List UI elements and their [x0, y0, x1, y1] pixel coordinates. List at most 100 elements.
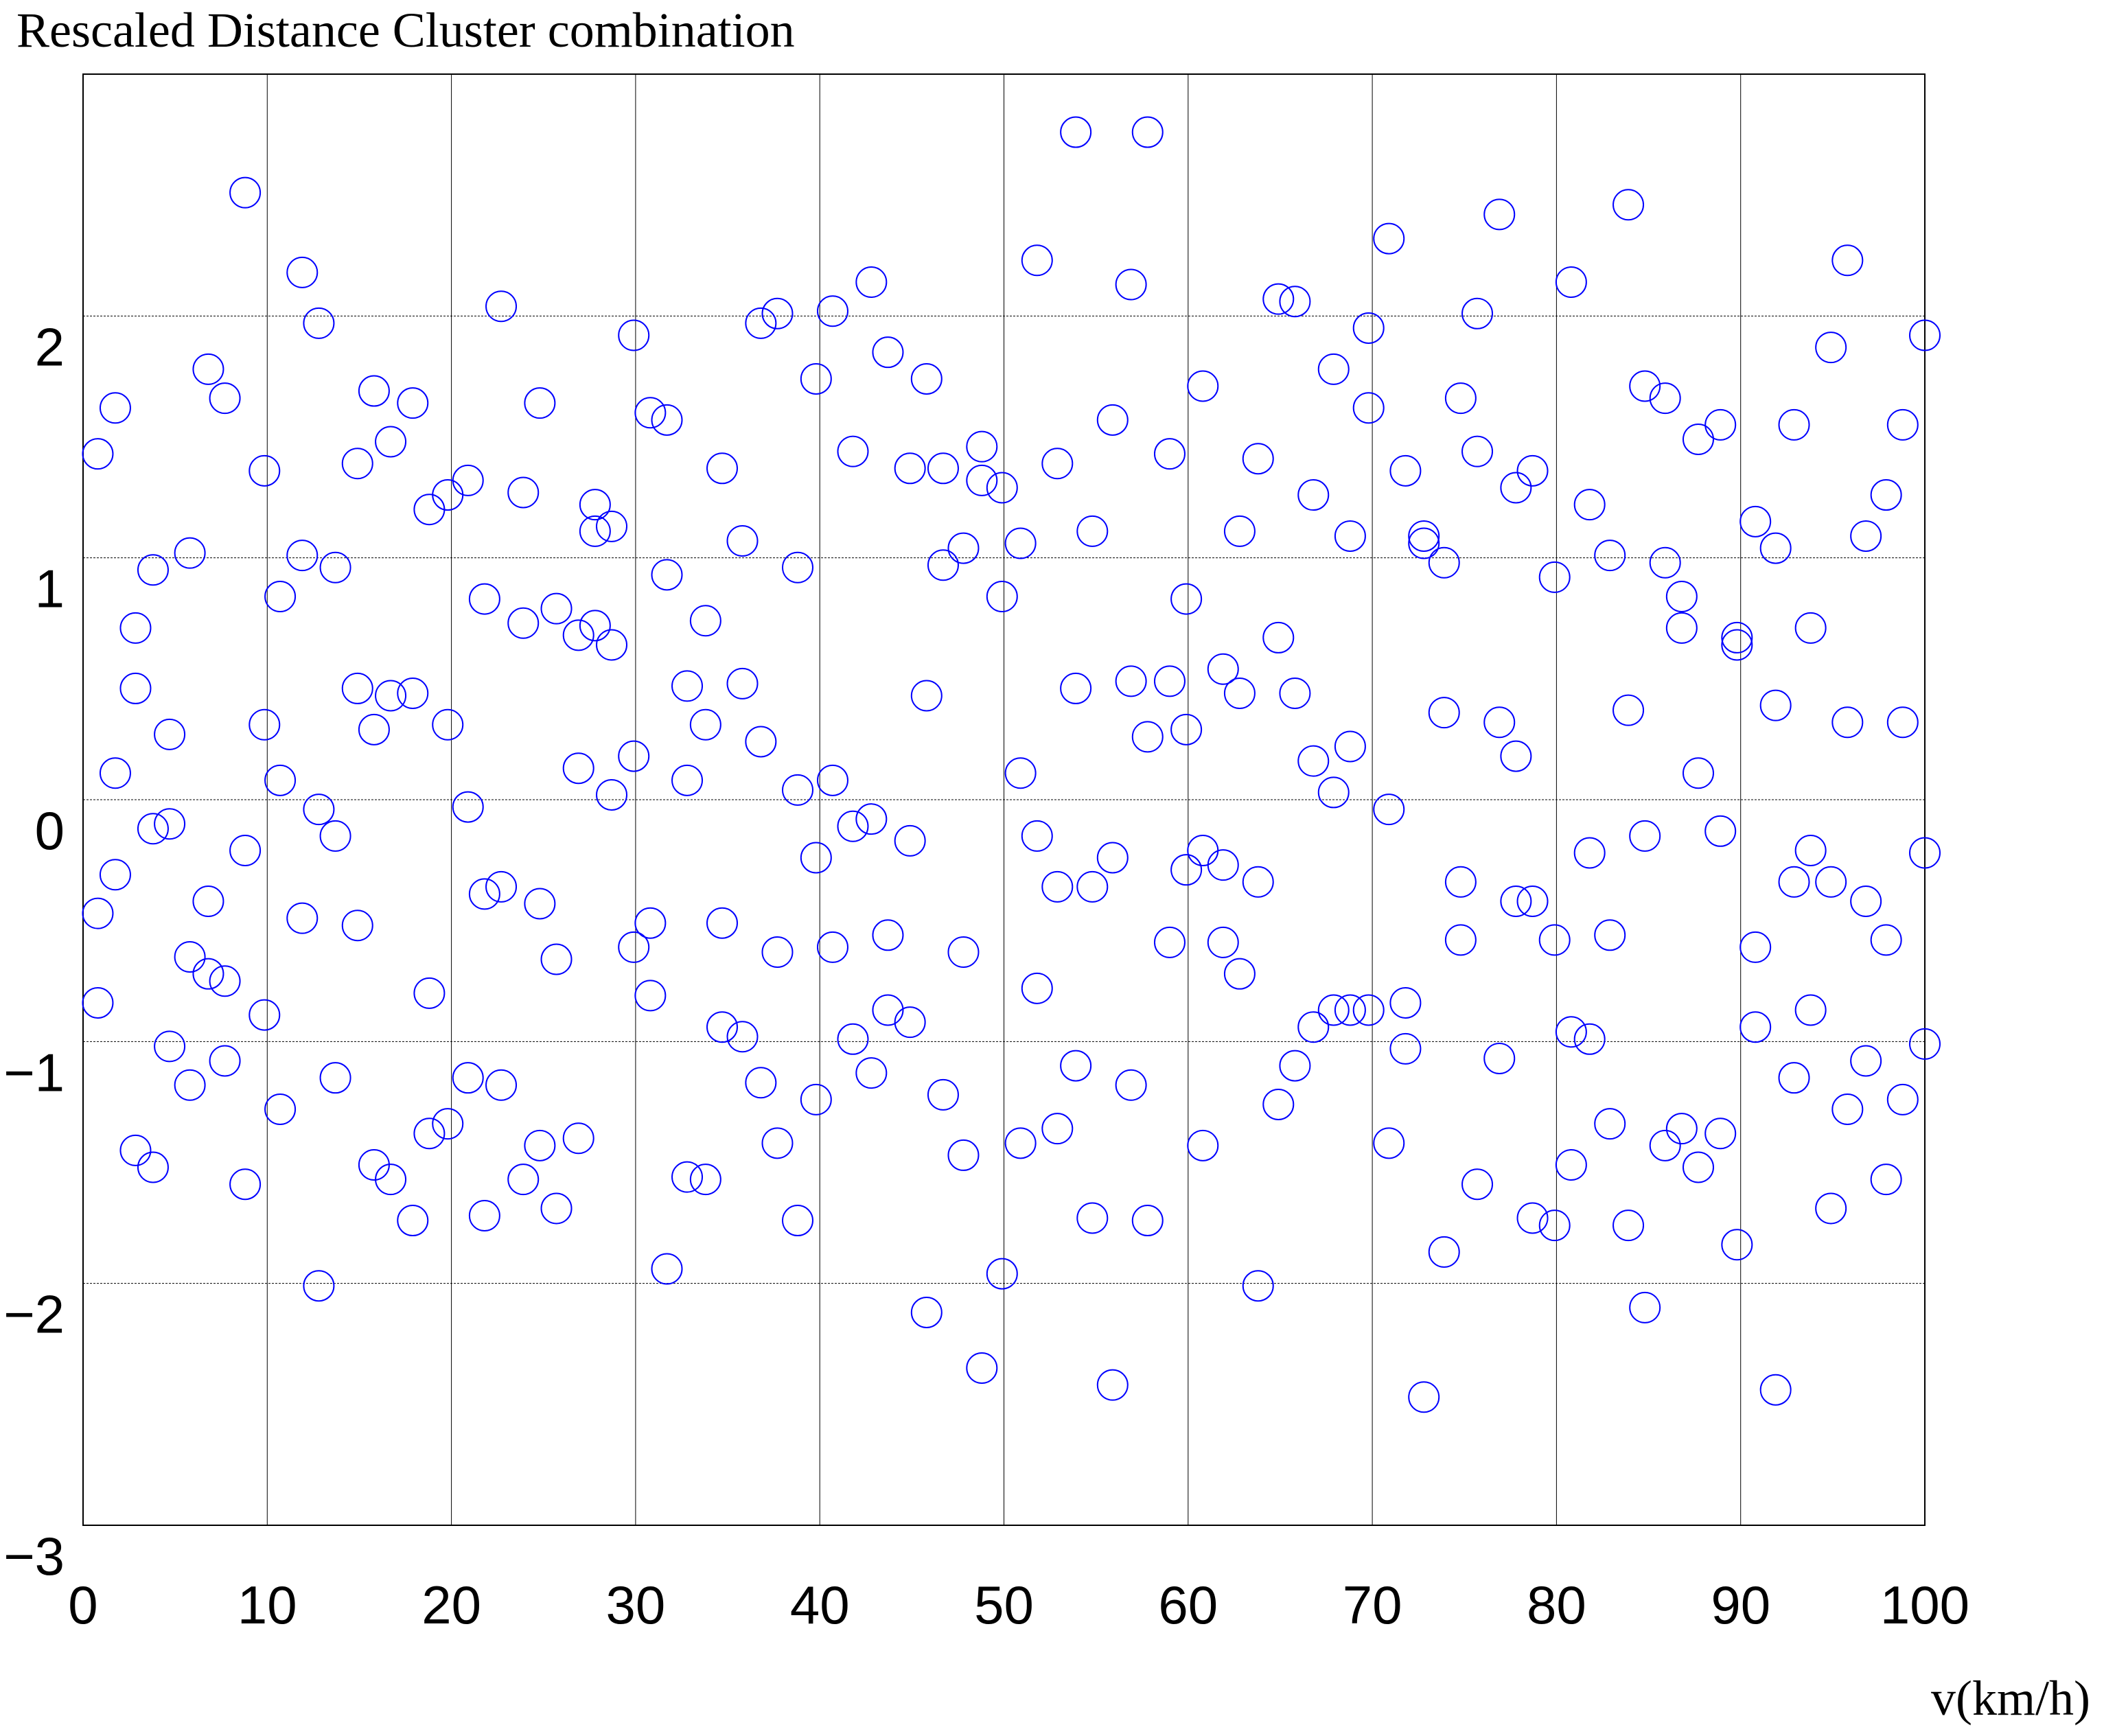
point: [1187, 1129, 1219, 1161]
x-axis-label: v(km/h): [1931, 1671, 2090, 1726]
x-tick-label: 100: [1880, 1575, 1969, 1635]
point: [1612, 694, 1645, 726]
point: [303, 794, 335, 826]
point: [1778, 408, 1810, 441]
point: [1428, 1236, 1460, 1268]
y-tick-label: 0: [35, 800, 65, 861]
point: [1721, 621, 1753, 653]
point: [1076, 870, 1109, 903]
point: [1131, 1205, 1164, 1237]
y-tick-label: −3: [3, 1526, 65, 1586]
point: [192, 885, 224, 917]
point: [1665, 612, 1698, 644]
point: [303, 307, 335, 339]
point: [986, 581, 1018, 613]
y-tick-label: −1: [3, 1042, 65, 1102]
point: [1334, 520, 1366, 552]
point: [358, 375, 390, 407]
point: [1389, 454, 1422, 487]
point: [745, 307, 777, 339]
point: [1428, 546, 1460, 579]
point: [375, 426, 407, 458]
point: [726, 667, 759, 699]
point: [947, 532, 980, 564]
point: [1886, 706, 1919, 739]
point: [1516, 454, 1549, 487]
point: [375, 680, 407, 712]
x-tick-label: 80: [1527, 1575, 1586, 1635]
point: [319, 551, 351, 583]
point: [154, 718, 186, 750]
point: [1573, 837, 1606, 869]
x-tick-label: 10: [238, 1575, 297, 1635]
point: [689, 708, 721, 741]
point: [174, 941, 206, 973]
point: [82, 897, 114, 929]
point: [341, 910, 373, 942]
point: [1242, 866, 1274, 898]
point: [99, 859, 131, 891]
point: [1682, 424, 1714, 456]
point: [1297, 479, 1330, 511]
point: [1004, 757, 1037, 789]
point: [1207, 926, 1239, 958]
point: [1759, 689, 1792, 721]
point: [1352, 392, 1385, 424]
point: [671, 764, 704, 796]
point: [800, 842, 832, 874]
point: [966, 430, 998, 463]
point: [524, 387, 556, 419]
point: [99, 392, 131, 424]
point: [319, 820, 351, 852]
point: [596, 510, 628, 542]
point: [1076, 1202, 1109, 1234]
point: [1153, 665, 1186, 697]
point: [966, 464, 998, 496]
point: [579, 489, 611, 521]
point: [671, 670, 704, 702]
point: [1721, 1229, 1753, 1261]
point: [689, 1164, 721, 1196]
x-tick-label: 0: [68, 1575, 97, 1635]
point: [1223, 515, 1256, 547]
point: [82, 438, 114, 470]
point: [1187, 834, 1219, 866]
point: [468, 878, 500, 910]
point: [192, 958, 224, 990]
point: [1096, 404, 1129, 436]
y-tick-label: 1: [35, 559, 65, 619]
point: [1850, 885, 1882, 917]
point: [507, 1164, 540, 1196]
point: [1850, 1045, 1882, 1077]
point: [524, 888, 556, 920]
point: [1500, 472, 1532, 504]
point: [1115, 1069, 1147, 1101]
point: [1704, 1118, 1737, 1150]
point: [397, 387, 429, 419]
point: [1021, 820, 1053, 852]
point: [1516, 885, 1549, 917]
point: [1794, 834, 1827, 866]
point: [706, 1011, 739, 1043]
point: [154, 808, 186, 840]
point: [1096, 842, 1129, 874]
point: [1704, 815, 1737, 847]
point: [1721, 629, 1753, 661]
point: [452, 791, 484, 823]
point: [706, 452, 739, 485]
point: [174, 537, 206, 569]
point: [1279, 1050, 1311, 1082]
chart-title: Rescaled Distance Cluster combination: [16, 3, 795, 58]
point: [816, 764, 848, 796]
point: [82, 986, 114, 1019]
point: [1352, 994, 1385, 1026]
point: [947, 1139, 980, 1171]
point: [596, 778, 628, 811]
point: [1594, 919, 1626, 951]
point: [99, 757, 131, 789]
point: [1170, 854, 1203, 886]
point: [1317, 776, 1350, 809]
point: [1759, 1374, 1792, 1406]
point: [286, 902, 319, 934]
point: [910, 362, 943, 395]
